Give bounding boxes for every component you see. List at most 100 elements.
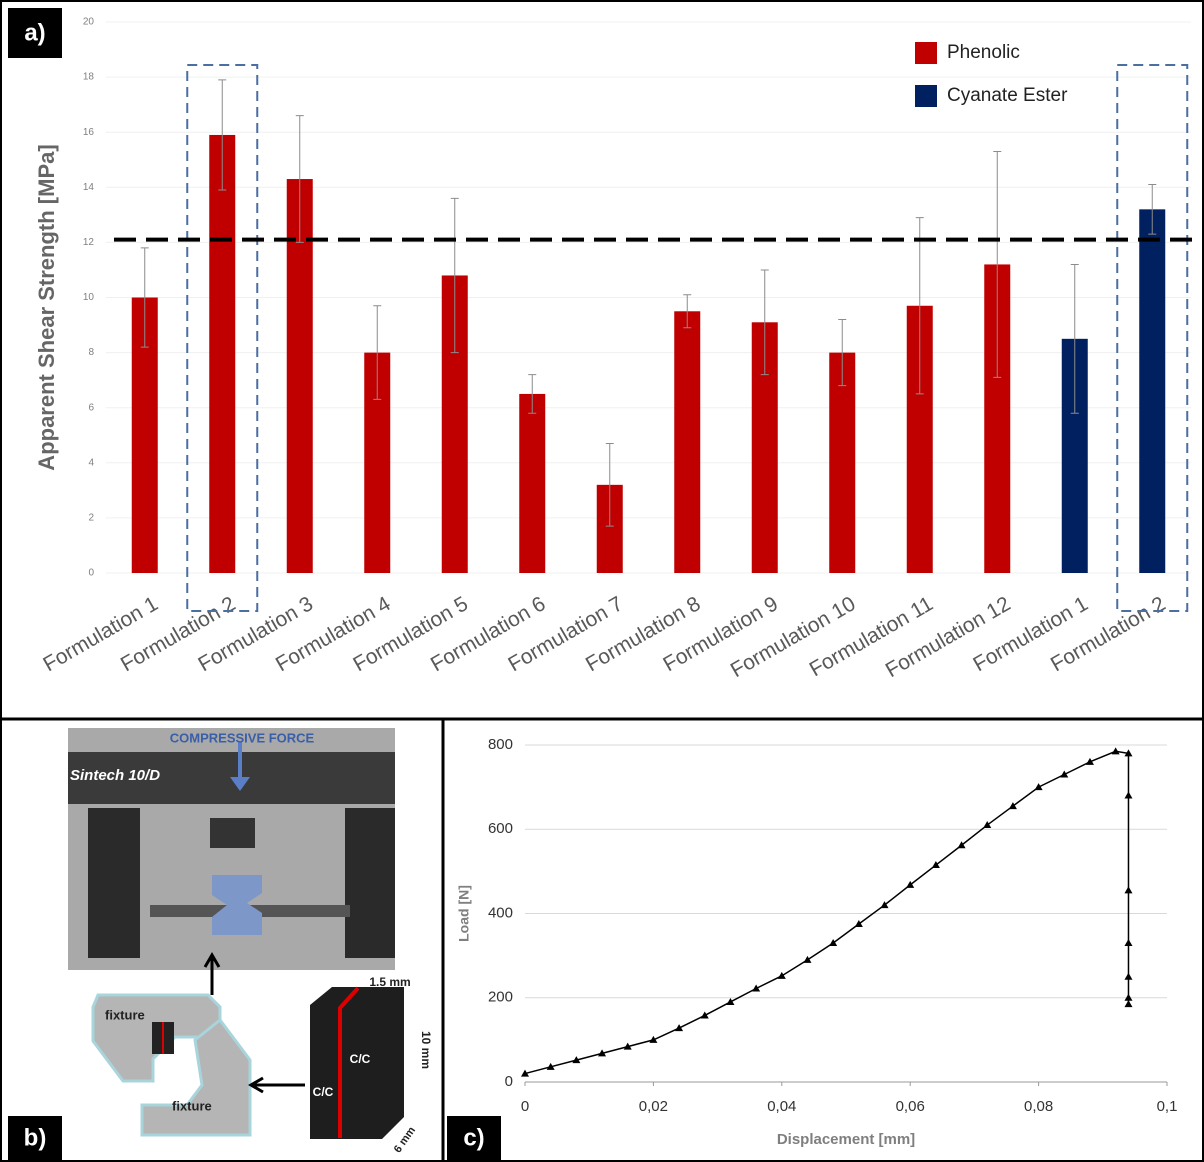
legend-swatch (915, 85, 937, 107)
marker (854, 920, 863, 928)
x-tick-label: 0,04 (767, 1098, 796, 1115)
bar (829, 352, 856, 573)
y-tick-label: 14 (83, 182, 95, 193)
error-bar (838, 319, 847, 387)
marker (675, 1024, 684, 1032)
marker (829, 938, 838, 946)
error-bar (760, 269, 769, 376)
marker (546, 1062, 555, 1070)
legend-swatch (915, 42, 937, 64)
panel-label: c) (463, 1124, 484, 1151)
marker (803, 955, 812, 963)
dimension: 10 mm (419, 1031, 433, 1069)
y-tick-label: 0 (88, 568, 94, 579)
fixture-bottom (140, 1017, 252, 1137)
y-tick-label: 2 (88, 513, 94, 524)
highlight-box (1116, 64, 1189, 612)
marker (572, 1056, 581, 1064)
marker (521, 1069, 529, 1077)
x-tick-label: 0,1 (1157, 1098, 1178, 1115)
label-box (8, 8, 62, 58)
y-tick-label: 800 (488, 736, 513, 753)
marker (777, 971, 786, 979)
cube (310, 987, 404, 1139)
legend-label: Phenolic (947, 42, 1020, 63)
panel-label: a) (24, 19, 45, 46)
fixture-label: fixture (172, 1098, 212, 1113)
highlight-box (186, 64, 259, 612)
marker (1008, 802, 1017, 810)
marker (649, 1035, 658, 1043)
x-tick-label: 0,02 (639, 1098, 668, 1115)
error-bar (528, 374, 537, 414)
test-setup: COMPRESSIVE FORCE Sintech 10/D fixture f… (68, 728, 433, 1155)
machine-label: Sintech 10/D (70, 767, 160, 784)
error-bar (915, 217, 924, 395)
x-tick-label: 0 (521, 1098, 529, 1115)
y-tick-label: 600 (488, 820, 513, 837)
material-label: C/C (350, 1052, 371, 1066)
marker (752, 984, 761, 992)
error-bar (993, 150, 1002, 378)
error-bar (1070, 263, 1079, 414)
y-tick-label: 0 (505, 1073, 513, 1090)
marker (1124, 938, 1133, 946)
marker (931, 861, 940, 869)
arrow (248, 1076, 305, 1094)
marker (1111, 747, 1120, 755)
x-axis-title: Displacement [mm] (777, 1131, 915, 1148)
y-tick-label: 6 (88, 402, 94, 413)
marker (1124, 886, 1133, 894)
marker (1124, 993, 1133, 1001)
panel-labels: a) b) c) (8, 8, 501, 1160)
specimen-fixture (212, 875, 262, 935)
marker (598, 1049, 607, 1057)
error-bar (373, 305, 382, 400)
error-bar (683, 294, 692, 329)
y-axis-title: Load [N] (456, 885, 472, 942)
marker (1085, 757, 1094, 765)
error-bar (218, 79, 227, 191)
y-tick-label: 16 (83, 127, 95, 138)
marker (1034, 783, 1043, 791)
marker (623, 1042, 632, 1050)
x-tick-label: 0,08 (1024, 1098, 1053, 1115)
y-tick-label: 400 (488, 904, 513, 921)
marker (957, 841, 966, 849)
bar (519, 393, 546, 573)
force-arrow (230, 742, 250, 791)
column (345, 808, 395, 958)
y-tick-label: 10 (83, 292, 95, 303)
load-cell (210, 818, 255, 848)
label-box (8, 1116, 62, 1160)
y-tick-label: 8 (88, 347, 94, 358)
arrow (203, 952, 221, 995)
marker (726, 997, 735, 1005)
marker (1124, 1000, 1133, 1008)
marker (1060, 770, 1069, 778)
y-tick-label: 4 (88, 457, 94, 468)
error-bar (450, 197, 459, 354)
y-axis-title: Apparent Shear Strength [MPa] (34, 144, 59, 470)
dimension: 1.5 mm (369, 975, 410, 989)
error-bar (605, 443, 614, 527)
y-tick-label: 200 (488, 989, 513, 1006)
bar (286, 179, 313, 573)
legend-label: Cyanate Ester (947, 85, 1068, 106)
marker (880, 901, 889, 909)
column (88, 808, 140, 958)
y-tick-label: 20 (83, 17, 95, 28)
marker (1124, 972, 1133, 980)
error-bar (140, 247, 149, 348)
material-label: C/C (313, 1085, 334, 1099)
y-tick-label: 18 (83, 72, 95, 83)
error-bar (1148, 184, 1157, 235)
bar (674, 311, 701, 573)
marker (1124, 749, 1133, 757)
label-box (447, 1116, 501, 1160)
marker (700, 1011, 709, 1019)
bar (1139, 209, 1166, 573)
error-bar (295, 115, 304, 243)
